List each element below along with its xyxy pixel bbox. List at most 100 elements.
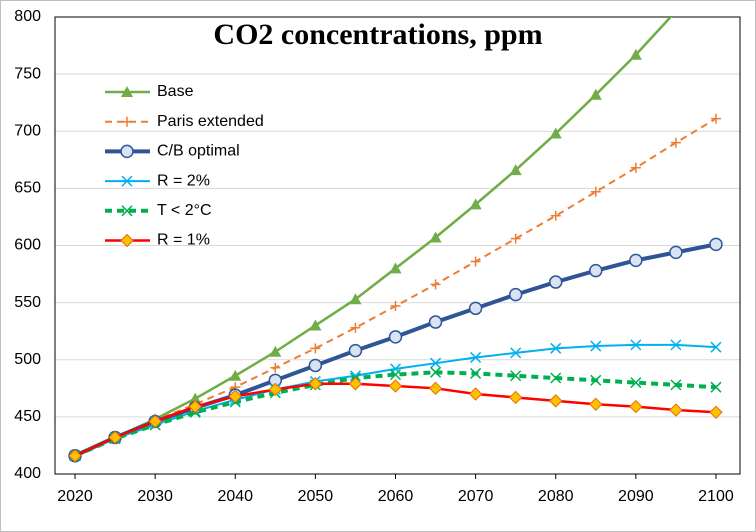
marker	[508, 390, 523, 405]
chart-title: CO2 concentrations, ppm	[213, 18, 542, 51]
marker	[268, 382, 283, 397]
marker	[629, 399, 643, 414]
x-tick-label: 2060	[378, 488, 414, 505]
legend-label: Base	[157, 83, 194, 100]
legend-label: R = 1%	[157, 232, 210, 249]
marker	[589, 397, 603, 412]
marker	[508, 287, 523, 302]
marker	[229, 369, 242, 381]
marker	[670, 379, 682, 391]
marker	[630, 339, 642, 351]
marker	[590, 374, 602, 386]
marker	[308, 358, 323, 373]
marker	[669, 403, 683, 417]
marker	[630, 377, 642, 389]
marker	[468, 387, 483, 401]
marker	[310, 343, 321, 354]
marker	[510, 370, 522, 382]
x-tick-label: 2070	[458, 488, 494, 505]
legend-label: Paris extended	[157, 113, 264, 130]
marker	[270, 362, 281, 373]
plot-border	[54, 16, 741, 475]
marker	[349, 293, 362, 305]
marker	[429, 231, 442, 243]
marker	[589, 263, 603, 278]
marker	[309, 319, 322, 331]
marker	[670, 339, 682, 351]
marker	[388, 330, 403, 344]
marker	[148, 414, 162, 429]
marker	[590, 340, 602, 352]
series-line	[74, 370, 717, 458]
marker	[189, 392, 202, 404]
marker	[510, 233, 521, 244]
marker	[428, 381, 443, 396]
y-tick-label: 500	[14, 351, 41, 368]
x-tick-label: 2100	[698, 488, 734, 505]
marker	[428, 315, 443, 329]
legend-marker	[121, 175, 133, 187]
marker	[549, 394, 563, 408]
marker	[550, 372, 562, 384]
marker	[629, 253, 643, 268]
marker	[269, 345, 282, 357]
marker	[509, 164, 522, 176]
marker	[469, 198, 482, 210]
marker	[590, 186, 601, 197]
y-tick-label: 400	[14, 465, 41, 482]
marker	[388, 379, 403, 393]
x-tick-label: 2020	[57, 488, 93, 505]
marker	[430, 357, 442, 369]
x-tick-label: 2050	[298, 488, 334, 505]
legend-marker	[121, 86, 133, 97]
marker	[710, 113, 721, 124]
marker	[350, 322, 361, 333]
marker	[470, 351, 482, 363]
marker	[548, 275, 563, 289]
y-tick-label: 700	[14, 122, 41, 139]
marker	[550, 210, 561, 221]
legend-marker	[121, 205, 133, 217]
marker	[709, 405, 723, 420]
y-tick-label: 800	[14, 8, 41, 25]
marker	[669, 245, 683, 260]
marker	[710, 381, 722, 393]
marker	[550, 342, 562, 354]
marker	[188, 399, 202, 414]
marker	[549, 127, 562, 139]
marker	[108, 430, 122, 445]
x-tick-label: 2040	[217, 488, 253, 505]
marker	[470, 367, 482, 379]
marker	[510, 347, 522, 359]
marker	[430, 366, 442, 378]
marker	[709, 237, 723, 252]
marker	[348, 343, 363, 358]
marker	[389, 262, 402, 274]
marker	[228, 389, 242, 404]
legend-label: C/B optimal	[157, 143, 240, 160]
legend-marker	[122, 116, 132, 127]
marker	[390, 301, 401, 312]
marker	[68, 449, 82, 463]
y-tick-label: 750	[14, 65, 41, 82]
marker	[710, 341, 722, 353]
x-tick-label: 2090	[618, 488, 654, 505]
marker	[308, 377, 323, 391]
marker	[630, 162, 641, 173]
legend-label: R = 2%	[157, 172, 210, 189]
marker	[670, 137, 681, 148]
legend-marker	[120, 233, 134, 248]
plot-series	[68, 17, 723, 463]
y-tick-label: 450	[14, 408, 41, 425]
marker	[348, 377, 363, 391]
y-tick-label: 650	[14, 180, 41, 197]
x-tick-label: 2080	[538, 488, 574, 505]
y-tick-label: 550	[14, 294, 41, 311]
legend-marker	[120, 144, 134, 159]
marker	[389, 369, 402, 381]
marker	[430, 279, 441, 290]
marker	[589, 88, 602, 100]
marker	[468, 301, 483, 316]
